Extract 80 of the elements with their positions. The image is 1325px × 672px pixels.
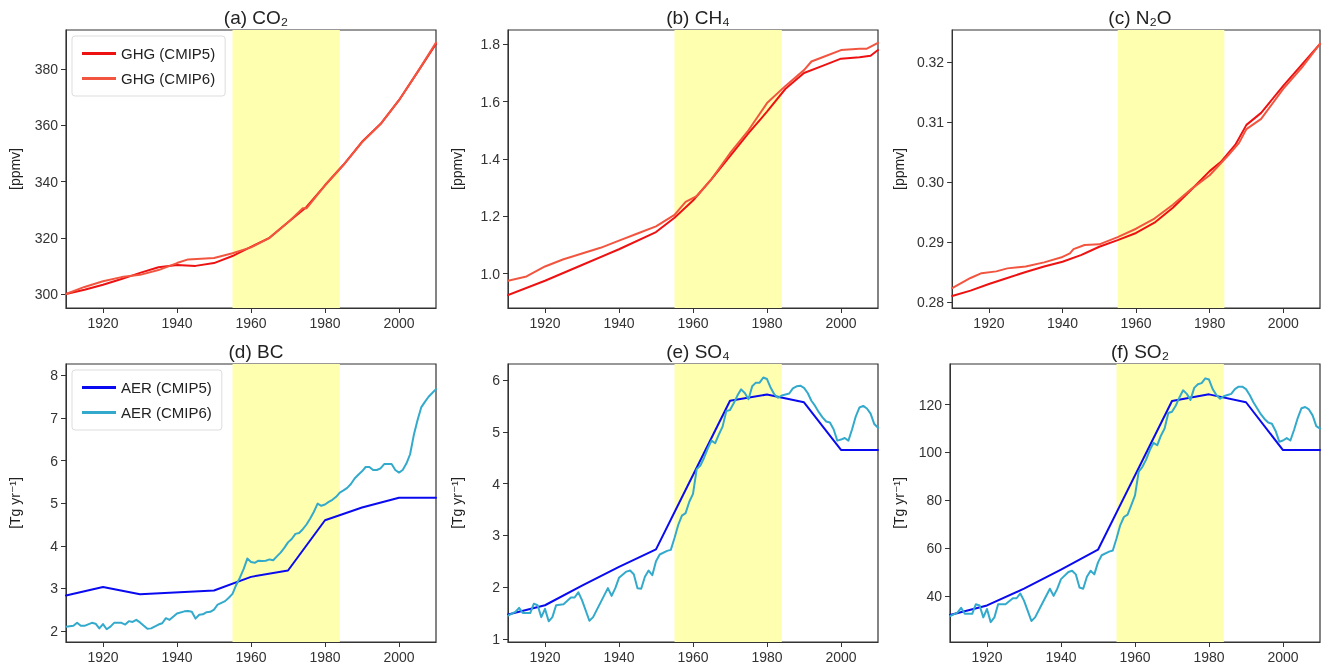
y-tick-label: 6 xyxy=(492,372,501,389)
x-tick-label: 1960 xyxy=(1120,315,1152,331)
x-tick-label: 2000 xyxy=(383,315,415,331)
x-tick-label: 1940 xyxy=(1045,649,1077,665)
y-tick-label: 340 xyxy=(34,173,59,190)
chart-title: (f) SO₂ xyxy=(1110,341,1170,362)
y-axis-title: [ppmv] xyxy=(891,147,907,191)
x-tick-label: 1940 xyxy=(603,649,635,665)
x-tick-label: 1920 xyxy=(87,315,119,331)
y-tick-label: 1.4 xyxy=(480,150,501,167)
x-tick-label: 1940 xyxy=(1046,315,1079,331)
x-tick-label: 2000 xyxy=(1267,315,1299,331)
y-tick-label: 5 xyxy=(492,423,501,440)
y-axis-title: [ppmv] xyxy=(7,147,23,191)
chart-title: (a) CO₂ xyxy=(223,7,289,28)
legend-label: GHG (CMIP6) xyxy=(121,70,216,87)
y-tick-label: 1.6 xyxy=(480,93,501,110)
legend-label: AER (CMIP5) xyxy=(121,379,212,396)
y-tick-label: 8 xyxy=(50,367,59,384)
x-tick-label: 1960 xyxy=(235,315,267,331)
y-tick-label: 0.32 xyxy=(916,53,945,70)
x-tick-label: 1920 xyxy=(971,649,1003,665)
y-tick-label: 80 xyxy=(926,492,943,509)
y-tick-label: 1 xyxy=(492,630,501,647)
x-tick-label: 1960 xyxy=(677,315,709,331)
x-tick-label: 1940 xyxy=(603,315,635,331)
y-tick-label: 380 xyxy=(34,61,59,78)
y-tick-label: 1.0 xyxy=(480,265,501,282)
y-tick-label: 0.28 xyxy=(916,294,945,310)
x-tick-label: 2000 xyxy=(383,649,415,665)
y-tick-label: 40 xyxy=(926,587,943,604)
x-tick-label: 2000 xyxy=(825,315,857,331)
y-axis-title: [Tg yr⁻¹] xyxy=(449,477,465,529)
y-tick-label: 0.29 xyxy=(916,233,945,250)
y-tick-label: 120 xyxy=(918,396,943,413)
y-tick-label: 1.2 xyxy=(480,208,501,225)
legend-label: GHG (CMIP5) xyxy=(121,45,216,62)
y-tick-label: 6 xyxy=(50,452,59,469)
x-tick-label: 1940 xyxy=(161,649,193,665)
y-tick-label: 100 xyxy=(918,444,943,461)
y-axis-title: [Tg yr⁻¹] xyxy=(891,477,907,529)
x-tick-label: 1980 xyxy=(1194,315,1226,331)
y-tick-label: 300 xyxy=(34,285,59,302)
x-tick-label: 1960 xyxy=(1119,649,1151,665)
y-axis-title: [Tg yr⁻¹] xyxy=(7,477,23,529)
y-tick-label: 360 xyxy=(34,117,59,134)
y-tick-label: 3 xyxy=(50,580,59,597)
line-series xyxy=(65,496,437,597)
y-tick-label: 320 xyxy=(34,229,59,246)
x-tick-label: 1960 xyxy=(677,649,709,665)
x-tick-label: 1920 xyxy=(529,649,561,665)
x-tick-label: 1980 xyxy=(309,315,341,331)
x-tick-label: 1980 xyxy=(309,649,341,665)
x-tick-label: 1920 xyxy=(973,315,1005,331)
y-tick-label: 4 xyxy=(50,537,59,554)
chart-title: (c) N₂O xyxy=(1108,7,1172,28)
x-tick-label: 1920 xyxy=(87,649,119,665)
y-tick-label: 7 xyxy=(50,410,59,427)
x-tick-label: 1980 xyxy=(751,315,783,331)
y-tick-label: 5 xyxy=(50,495,59,512)
y-axis-title: [ppmv] xyxy=(449,147,465,191)
chart-title: (e) SO₄ xyxy=(666,341,731,362)
y-tick-label: 60 xyxy=(926,540,943,557)
chart-title: (b) CH₄ xyxy=(666,7,731,28)
legend-label: AER (CMIP6) xyxy=(121,404,212,421)
y-tick-label: 2 xyxy=(50,622,59,639)
y-tick-label: 0.30 xyxy=(916,173,945,190)
y-tick-label: 0.31 xyxy=(916,113,945,130)
x-tick-label: 1920 xyxy=(529,315,561,331)
x-tick-label: 1960 xyxy=(235,649,267,665)
x-tick-label: 1980 xyxy=(751,649,783,665)
y-tick-label: 3 xyxy=(492,527,501,544)
y-tick-label: 2 xyxy=(492,579,501,596)
x-tick-label: 1940 xyxy=(161,315,193,331)
x-tick-label: 1980 xyxy=(1193,649,1225,665)
y-tick-label: 4 xyxy=(492,475,501,492)
x-tick-label: 2000 xyxy=(825,649,857,665)
chart-title: (d) BC xyxy=(228,341,284,362)
y-tick-label: 1.8 xyxy=(480,36,501,53)
x-tick-label: 2000 xyxy=(1267,649,1299,665)
